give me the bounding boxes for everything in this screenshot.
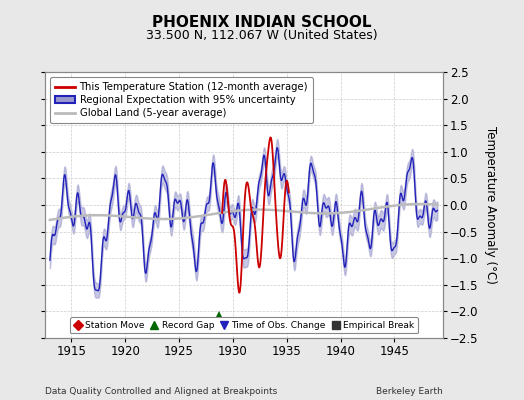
Text: 33.500 N, 112.067 W (United States): 33.500 N, 112.067 W (United States) — [146, 29, 378, 42]
Text: Berkeley Earth: Berkeley Earth — [376, 387, 443, 396]
Legend: Station Move, Record Gap, Time of Obs. Change, Empirical Break: Station Move, Record Gap, Time of Obs. C… — [70, 317, 418, 334]
Y-axis label: Temperature Anomaly (°C): Temperature Anomaly (°C) — [484, 126, 497, 284]
Text: PHOENIX INDIAN SCHOOL: PHOENIX INDIAN SCHOOL — [152, 15, 372, 30]
Text: Data Quality Controlled and Aligned at Breakpoints: Data Quality Controlled and Aligned at B… — [45, 387, 277, 396]
